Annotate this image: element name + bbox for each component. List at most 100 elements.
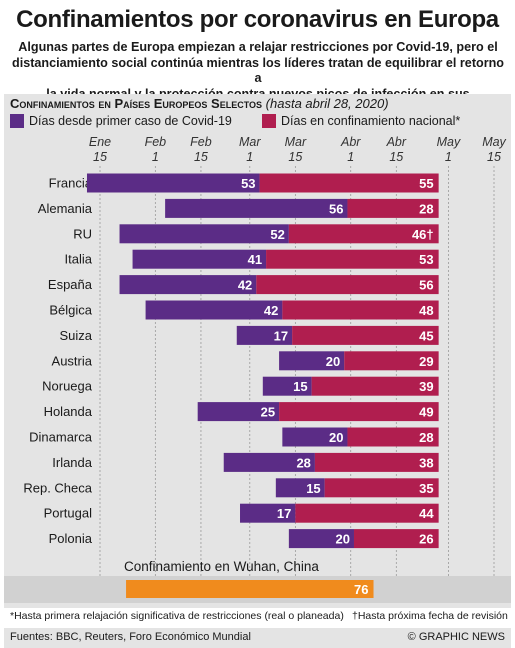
value-label-lockdown: 53	[419, 252, 433, 267]
bar-days-lockdown	[282, 300, 439, 320]
x-tick-day: 15	[389, 150, 403, 164]
footer: Fuentes: BBC, Reuters, Foro Económico Mu…	[4, 628, 511, 648]
country-label: Polonia	[49, 531, 93, 546]
value-label-first-case: 20	[329, 430, 343, 445]
bar-days-since-first-case	[262, 376, 312, 396]
bar-days-lockdown	[311, 376, 439, 396]
country-label: Austria	[52, 353, 93, 368]
value-label-first-case: 15	[306, 481, 320, 496]
country-label: Francia	[49, 176, 93, 191]
value-label-first-case: 53	[241, 176, 255, 191]
country-label: Dinamarca	[29, 430, 93, 445]
bar-wuhan-lockdown	[126, 580, 374, 598]
x-tick-month: Feb	[190, 135, 212, 149]
legend-label: Días desde primer caso de Covid-19	[29, 114, 232, 128]
x-tick-month: Mar	[285, 135, 307, 149]
value-label-first-case: 20	[326, 354, 340, 369]
bar-days-since-first-case	[275, 478, 325, 498]
country-label: Suiza	[59, 328, 92, 343]
subtitle-line: Algunas partes de Europa empiezan a rela…	[18, 40, 498, 54]
x-tick-month: Mar	[239, 135, 261, 149]
value-label-first-case: 17	[274, 328, 288, 343]
chart-date-note: (hasta abril 28, 2020)	[265, 96, 389, 111]
value-label-lockdown: 35	[419, 481, 433, 496]
x-tick-month: Ene	[89, 135, 111, 149]
value-label-lockdown: 49	[419, 405, 433, 420]
value-label-first-case: 28	[296, 455, 310, 470]
value-label-first-case: 52	[270, 227, 284, 242]
country-label: Bélgica	[49, 303, 92, 318]
x-tick-day: 1	[347, 150, 354, 164]
country-label: España	[48, 277, 93, 292]
bar-days-since-first-case	[288, 529, 354, 549]
page-title: Confinamientos por coronavirus en Europa	[16, 6, 499, 33]
x-tick-day: 15	[194, 150, 208, 164]
country-label: Portugal	[44, 506, 93, 521]
value-label-lockdown: 28	[419, 430, 433, 445]
bar-days-since-first-case	[236, 325, 293, 345]
chart-title: Confinamientos en Países Europeos Select…	[10, 96, 263, 111]
value-label-lockdown: 48	[419, 303, 433, 318]
legend-item-days-since-first-case: Días desde primer caso de Covid-19	[10, 113, 232, 129]
country-label: Noruega	[42, 379, 93, 394]
bar-days-lockdown	[344, 351, 439, 371]
x-tick-day: 1	[246, 150, 253, 164]
bar-days-since-first-case	[223, 452, 315, 472]
bar-days-lockdown	[256, 275, 439, 295]
bar-days-lockdown	[324, 478, 439, 498]
value-label-lockdown: 44	[419, 506, 434, 521]
value-label-first-case: 20	[336, 532, 350, 547]
country-label: Alemania	[38, 201, 93, 216]
country-label: Irlanda	[52, 455, 93, 470]
chart-heading: Confinamientos en Países Europeos Select…	[10, 96, 389, 111]
footnote-lockdown: *Hasta primera relajación significativa …	[10, 610, 344, 622]
x-tick-month: May	[437, 135, 461, 149]
legend-label: Días en confinamiento nacional*	[281, 114, 461, 128]
value-label-lockdown: 55	[419, 176, 433, 191]
bar-days-lockdown	[279, 402, 439, 422]
bar-days-lockdown	[295, 503, 439, 523]
x-tick-month: May	[482, 135, 506, 149]
x-tick-day: 15	[93, 150, 107, 164]
subtitle-line: distanciamiento social continúa mientras…	[12, 55, 504, 86]
sources: Fuentes: BBC, Reuters, Foro Económico Mu…	[10, 631, 251, 643]
x-tick-month: Feb	[145, 135, 167, 149]
bar-days-lockdown	[288, 224, 439, 244]
bar-days-since-first-case	[132, 249, 267, 269]
legend-swatch-crimson	[262, 114, 276, 128]
value-label-lockdown: 39	[419, 379, 433, 394]
value-label-first-case: 15	[293, 379, 307, 394]
value-label-first-case: 42	[238, 278, 252, 293]
value-label-lockdown: 28	[419, 201, 433, 216]
bar-days-lockdown	[347, 427, 439, 447]
value-label-first-case: 25	[261, 405, 275, 420]
bar-days-lockdown	[353, 529, 439, 549]
value-label-lockdown: 26	[419, 532, 433, 547]
value-label-lockdown: 46†	[412, 227, 434, 242]
country-label: Rep. Checa	[23, 480, 92, 495]
value-label-first-case: 56	[329, 201, 343, 216]
x-tick-day: 1	[152, 150, 159, 164]
x-tick-month: Abr	[340, 135, 361, 149]
bar-days-since-first-case	[197, 402, 280, 422]
copyright: © GRAPHIC NEWS	[407, 631, 505, 643]
value-label-first-case: 17	[277, 506, 291, 521]
value-label-lockdown: 29	[419, 354, 433, 369]
bar-days-since-first-case	[119, 224, 289, 244]
value-label-lockdown: 38	[419, 455, 433, 470]
bar-days-since-first-case	[119, 275, 257, 295]
bar-days-since-first-case	[282, 427, 348, 447]
legend-item-days-lockdown: Días en confinamiento nacional*	[262, 113, 460, 129]
x-tick-day: 1	[445, 150, 452, 164]
bar-days-since-first-case	[240, 503, 296, 523]
bar-days-since-first-case	[145, 300, 283, 320]
country-label: Holanda	[44, 404, 93, 419]
legend-swatch-purple	[10, 114, 24, 128]
bar-days-lockdown	[266, 249, 439, 269]
country-label: Italia	[65, 252, 93, 267]
bar-days-lockdown	[292, 325, 439, 345]
country-label: RU	[73, 226, 92, 241]
value-label-first-case: 41	[248, 252, 262, 267]
value-label-lockdown: 56	[419, 278, 433, 293]
bar-days-lockdown	[259, 173, 439, 193]
